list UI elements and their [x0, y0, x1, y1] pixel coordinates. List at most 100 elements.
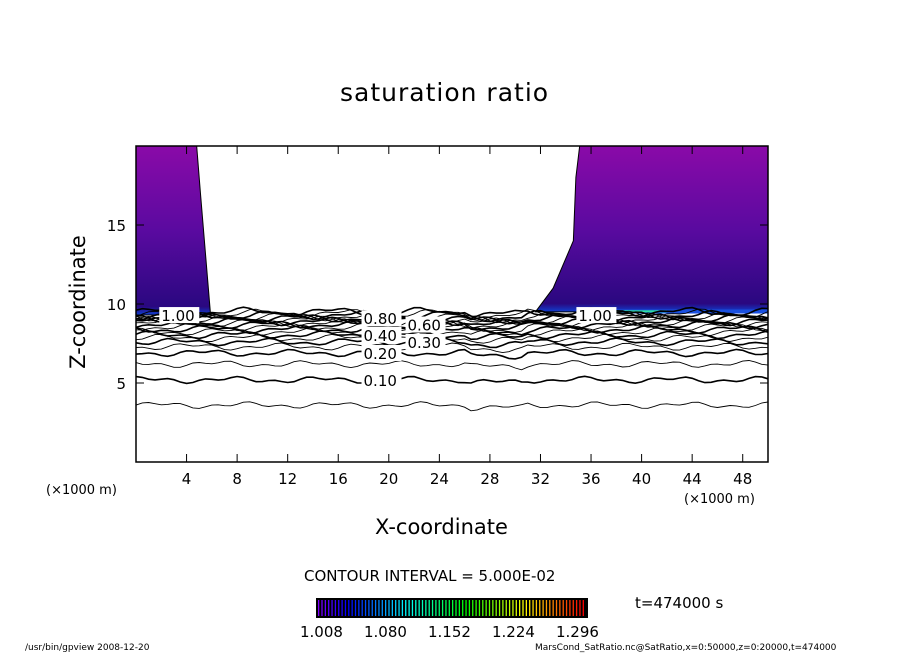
contour-line-0.75: [135, 315, 769, 325]
contour-line-0.35: [135, 333, 769, 344]
contour-line-0.10: [135, 375, 769, 385]
y-tick-label: 15: [107, 217, 126, 235]
colorbar-swatch: [575, 600, 578, 616]
contour-label: 0.80: [364, 310, 397, 328]
x-tick-label: 44: [683, 470, 702, 488]
colorbar-swatch: [408, 600, 410, 616]
colorbar-swatch: [475, 600, 477, 616]
contour-line-0.15: [135, 360, 769, 371]
colorbar-swatch: [391, 600, 393, 616]
high-saturation-band: [591, 309, 768, 314]
contour-label-bg: [576, 307, 617, 324]
colorbar-swatch: [569, 600, 571, 616]
colorbar-swatch: [495, 600, 497, 616]
colorbar-swatch: [398, 600, 400, 616]
contour-line-0.90: [135, 309, 769, 323]
colorbar-swatch: [381, 600, 383, 616]
contour-line-0.05: [135, 401, 769, 412]
contour-line-0.20: [135, 348, 769, 360]
contour-interval: CONTOUR INTERVAL = 5.000E-02: [304, 567, 556, 585]
colorbar-swatch: [555, 600, 558, 616]
colorbar-swatch: [411, 600, 414, 616]
contour-label: 1.00: [578, 307, 611, 325]
colorbar-swatch: [519, 600, 521, 616]
colorbar-swatch: [472, 600, 474, 616]
shaded-region-1: [135, 145, 212, 316]
colorbar-swatch: [535, 600, 538, 616]
x-unit-left: (×1000 m): [46, 483, 117, 498]
colorbar-swatch: [431, 600, 434, 616]
shaded-region-2: [534, 145, 769, 313]
colorbar-swatch: [378, 600, 380, 616]
colorbar-swatch: [478, 600, 481, 616]
colorbar-swatch: [542, 600, 544, 616]
colorbar-swatch: [321, 600, 323, 616]
colorbar-swatch: [455, 600, 457, 616]
colorbar-swatch: [512, 600, 514, 616]
colorbar-swatch: [361, 600, 363, 616]
x-tick-label: 28: [480, 470, 499, 488]
colorbar-swatch: [505, 600, 507, 616]
chart-title: saturation ratio: [340, 78, 550, 107]
colorbar-swatch: [582, 600, 584, 616]
colorbar-swatch: [552, 600, 554, 616]
colorbar-swatch: [348, 600, 350, 616]
contour-label-bg: [361, 344, 402, 361]
colorbar-swatch: [515, 600, 517, 616]
colorbar-swatch: [488, 600, 491, 616]
x-tick-label: 48: [733, 470, 752, 488]
footer-left: /usr/bin/gpview 2008-12-20: [25, 643, 150, 653]
y-tick-label: 5: [116, 375, 126, 393]
colorbar-swatch: [418, 600, 420, 616]
colorbar-label: 1.296: [556, 623, 599, 641]
contour-label-bg: [159, 307, 200, 324]
colorbar-swatch: [425, 600, 427, 616]
colorbar-swatch: [354, 600, 357, 616]
colorbar-swatch: [502, 600, 504, 616]
contour-label-bg: [405, 333, 446, 350]
colorbar-swatch: [452, 600, 454, 616]
contour-line-0.40: [135, 330, 769, 341]
colorbar-swatch: [448, 600, 450, 616]
colorbar-swatch: [421, 600, 424, 616]
colorbar-swatch: [358, 600, 360, 616]
colorbar-swatch: [498, 600, 501, 616]
colorbar-swatch: [539, 600, 541, 616]
colorbar-swatch: [549, 600, 551, 616]
contour-label: 0.20: [364, 345, 397, 363]
colorbar-swatch: [508, 600, 511, 616]
contour-label: 0.10: [364, 372, 397, 390]
colorbar-swatch: [485, 600, 487, 616]
x-tick-label: 8: [232, 470, 242, 488]
colorbar-swatch: [565, 600, 568, 616]
contour-label: 1.00: [161, 307, 194, 325]
time-label: t=474000 s: [635, 594, 724, 612]
x-axis-label: X-coordinate: [375, 515, 508, 539]
colorbar-swatch: [395, 600, 397, 616]
colorbar-swatch: [579, 600, 581, 616]
colorbar-swatch: [328, 600, 330, 616]
x-tick-label: 24: [430, 470, 449, 488]
colorbar-swatch: [532, 600, 534, 616]
colorbar-swatch: [351, 600, 353, 616]
peak-saturation-band: [616, 310, 667, 313]
x-tick-label: 12: [278, 470, 297, 488]
colorbar-label: 1.224: [492, 623, 535, 641]
x-tick-label: 32: [531, 470, 550, 488]
x-tick-label: 40: [632, 470, 651, 488]
colorbar-swatch: [441, 600, 444, 616]
colorbar-swatch: [482, 600, 484, 616]
colorbar-swatch: [364, 600, 367, 616]
colorbar-swatch: [428, 600, 430, 616]
x-unit-right: (×1000 m): [684, 492, 755, 507]
colorbar-label: 1.080: [364, 623, 407, 641]
contour-label-bg: [405, 316, 446, 333]
colorbar-swatch: [344, 600, 347, 616]
contour-label-bg: [361, 310, 402, 327]
colorbar-label: 1.152: [428, 623, 471, 641]
colorbar-swatch: [458, 600, 460, 616]
colorbar-swatch: [545, 600, 548, 616]
colorbar-swatch: [331, 600, 333, 616]
colorbar-swatch: [572, 600, 574, 616]
contour-line-0.55: [135, 322, 769, 333]
